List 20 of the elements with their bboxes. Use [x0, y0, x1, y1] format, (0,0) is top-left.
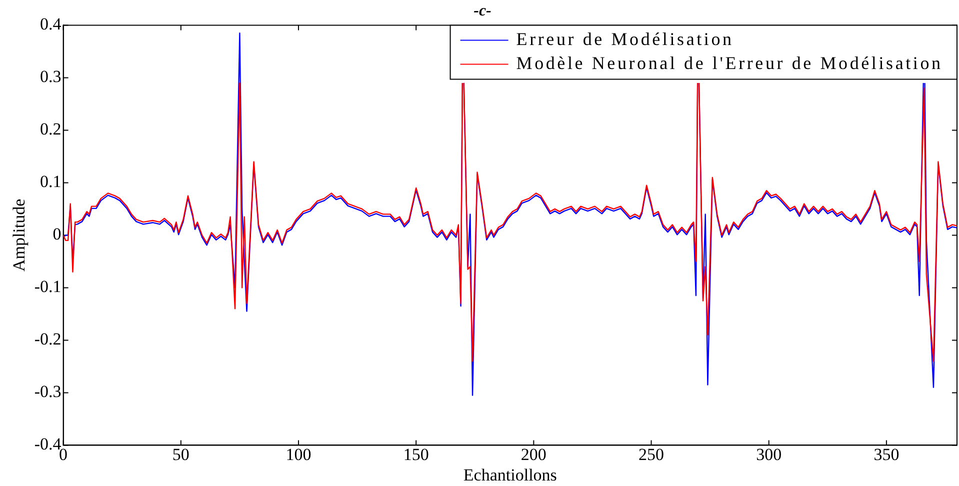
y-tick-label: 0.2 [40, 120, 62, 139]
x-tick-label: 100 [286, 444, 312, 464]
y-tick-label: 0.4 [40, 14, 62, 34]
y-axis-title: Amplitude [10, 198, 29, 272]
chart-title: -c- [474, 2, 492, 20]
x-tick-label: 350 [874, 444, 900, 464]
y-tick-label: -0.1 [34, 277, 62, 296]
x-tick-label: 50 [172, 444, 190, 464]
y-tick-label: 0.1 [40, 172, 62, 192]
x-tick-label: 200 [520, 444, 546, 464]
y-tick-label: 0.3 [40, 67, 62, 86]
x-tick-label: 250 [638, 444, 664, 464]
x-tick-label: 300 [756, 444, 782, 464]
x-axis-title: Echantiollons [463, 465, 557, 484]
y-tick-label: -0.3 [34, 382, 62, 402]
y-tick-label: 0 [52, 224, 62, 244]
y-tick-label: -0.2 [34, 330, 62, 349]
x-tick-label: 150 [403, 444, 429, 464]
legend-label: Erreur de Modélisation [516, 28, 734, 49]
legend-label: Modèle Neuronal de l'Erreur de Modélisation [516, 52, 943, 73]
